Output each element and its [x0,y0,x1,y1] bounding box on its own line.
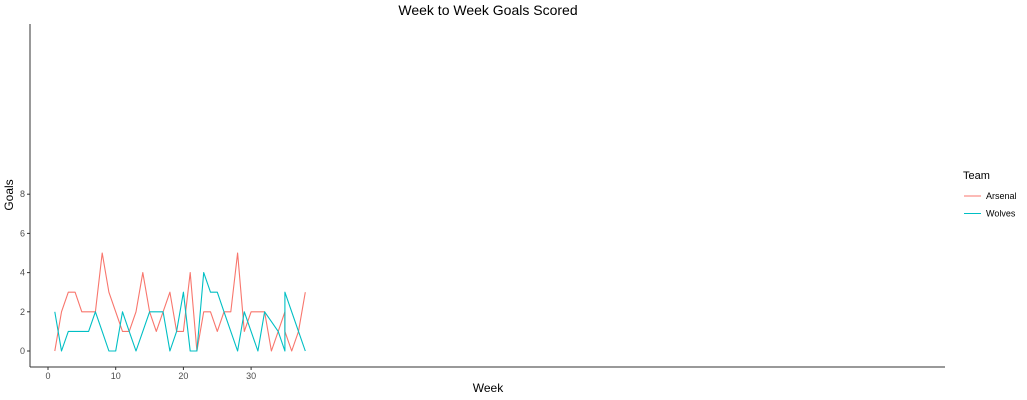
series-line-arsenal [54,252,306,352]
x-tick-label: 20 [178,371,188,381]
legend-items: Arsenal Wolves [964,191,1017,219]
y-axis-title: Goals [2,179,16,210]
y-tick-label: 8 [20,189,25,199]
x-tick-label: 30 [246,371,256,381]
y-tick-label: 6 [20,228,25,238]
series-lines [54,252,306,352]
plot-area: 0 2 4 6 8 0 10 20 30 [20,24,945,381]
legend-label-wolves: Wolves [986,209,1016,219]
y-tick-label: 0 [20,346,25,356]
legend-title: Team [963,170,990,182]
x-axis-ticks: 0 10 20 30 [45,367,256,381]
y-tick-label: 4 [20,268,25,278]
legend: Team Arsenal Wolves [963,170,1017,219]
y-axis-ticks: 0 2 4 6 8 [20,189,30,356]
series-line-wolves [54,272,306,352]
x-tick-label: 10 [111,371,121,381]
x-axis-title: Week [473,381,504,395]
chart-title: Week to Week Goals Scored [398,2,577,18]
legend-label-arsenal: Arsenal [986,191,1017,201]
y-tick-label: 2 [20,307,25,317]
x-tick-label: 0 [45,371,50,381]
